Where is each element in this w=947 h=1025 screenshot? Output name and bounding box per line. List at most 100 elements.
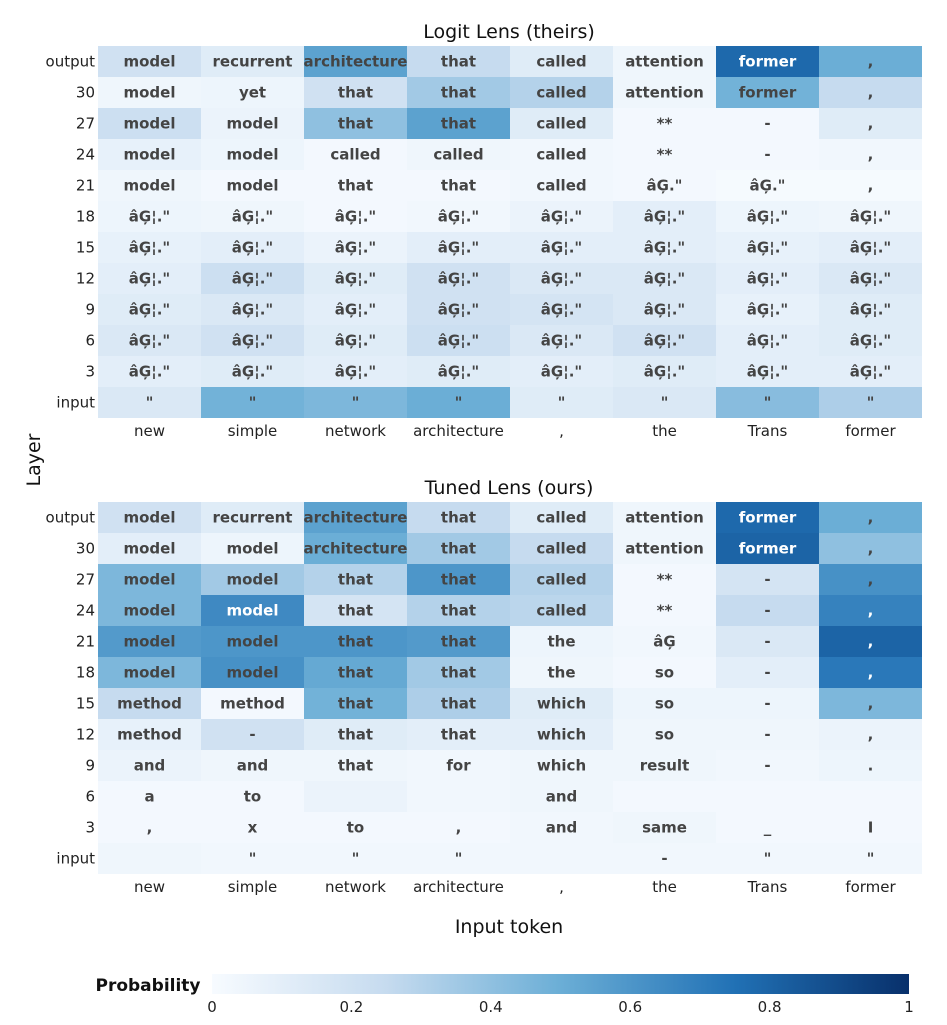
- heatmap-cell: [510, 46, 613, 77]
- heatmap-cell: [407, 170, 510, 201]
- heatmap-cell: [510, 170, 613, 201]
- cell-token: I: [868, 819, 874, 837]
- column-label: the: [652, 878, 677, 896]
- cell-token: recurrent: [213, 509, 293, 527]
- heatmap-cell: [304, 325, 407, 356]
- cell-token: which: [537, 695, 586, 713]
- panel-title: Logit Lens (theirs): [423, 21, 595, 43]
- heatmap-cell: [201, 170, 304, 201]
- heatmap-cell: [201, 626, 304, 657]
- heatmap-cell: [613, 626, 716, 657]
- cell-token: to: [347, 819, 364, 837]
- cell-token: model: [227, 571, 279, 589]
- cell-token: that: [441, 540, 476, 558]
- cell-token: âĢ¦.": [232, 208, 273, 226]
- heatmap-cell: [716, 263, 819, 294]
- heatmap-cell: [201, 46, 304, 77]
- cell-token: âĢ¦.": [438, 239, 479, 257]
- cell-token: âĢ¦.": [232, 363, 273, 381]
- heatmap-cell: [510, 108, 613, 139]
- heatmap-cell: [407, 843, 510, 874]
- heatmap-cell: [716, 502, 819, 533]
- heatmap-cell: [98, 77, 201, 108]
- cell-token: attention: [625, 540, 704, 558]
- heatmap-cell: [304, 657, 407, 688]
- cell-token: âĢ¦.": [541, 332, 582, 350]
- cell-token: âĢ¦.": [438, 270, 479, 288]
- heatmap-cell: [510, 533, 613, 564]
- cell-token: ,: [868, 509, 874, 527]
- heatmap-cell: [613, 843, 716, 874]
- cell-token: -: [249, 726, 255, 744]
- cell-token: called: [536, 177, 586, 195]
- heatmap-cell: [510, 750, 613, 781]
- cell-token: **: [657, 571, 673, 589]
- heatmap-cell: [819, 325, 922, 356]
- cell-token: ,: [868, 540, 874, 558]
- cell-token: method: [220, 695, 285, 713]
- heatmap-cell: [304, 387, 407, 418]
- cell-token: that: [441, 84, 476, 102]
- row-label: 12: [76, 726, 95, 744]
- heatmap-cell: [716, 843, 819, 874]
- heatmap-cell: [201, 688, 304, 719]
- cell-token: that: [338, 602, 373, 620]
- cell-token: âĢ¦.": [438, 332, 479, 350]
- cell-token: model: [124, 664, 176, 682]
- heatmap-cell: [510, 626, 613, 657]
- cell-token: âĢ¦.": [232, 301, 273, 319]
- heatmap-cell: [201, 201, 304, 232]
- cell-token: ": [867, 850, 875, 868]
- heatmap-cell: [304, 232, 407, 263]
- cell-token: ": [661, 394, 669, 412]
- heatmap-cell: [819, 812, 922, 843]
- heatmap-cell: [304, 533, 407, 564]
- heatmap-cell: [201, 77, 304, 108]
- heatmap-cell: [819, 356, 922, 387]
- cell-token: âĢ¦.": [438, 363, 479, 381]
- heatmap-cell: [407, 108, 510, 139]
- cell-token: recurrent: [213, 53, 293, 71]
- heatmap-cell: [304, 688, 407, 719]
- cell-token: yet: [239, 84, 266, 102]
- colorbar: Probability 0 0.2 0.4 0.6 0.8 1: [95, 974, 914, 1016]
- column-label: Trans: [747, 422, 788, 440]
- cell-token: the: [547, 664, 575, 682]
- heatmap-cell: [613, 387, 716, 418]
- heatmap-cell: [304, 564, 407, 595]
- heatmap-cell: [613, 564, 716, 595]
- cell-token: architecture: [304, 540, 408, 558]
- heatmap-cell: [613, 502, 716, 533]
- cell-token: that: [338, 695, 373, 713]
- heatmap-cell: [201, 843, 304, 874]
- column-label: network: [325, 878, 386, 896]
- heatmap-cell: [613, 657, 716, 688]
- cell-token: ,: [456, 819, 462, 837]
- cell-token: model: [227, 633, 279, 651]
- cell-token: âĢ¦.": [747, 239, 788, 257]
- cell-token: âĢ¦.": [747, 332, 788, 350]
- heatmap-cell: [819, 750, 922, 781]
- y-axis-label: Layer: [23, 433, 45, 486]
- heatmap-cell: [304, 595, 407, 626]
- heatmap-cell: [407, 325, 510, 356]
- heatmap-cell: [98, 502, 201, 533]
- heatmap-cell: [613, 263, 716, 294]
- cell-token: âĢ¦.": [541, 239, 582, 257]
- heatmap-cell: [407, 139, 510, 170]
- cell-token: the: [547, 633, 575, 651]
- column-label: network: [325, 422, 386, 440]
- cell-token: which: [537, 726, 586, 744]
- heatmap-cell: [510, 139, 613, 170]
- cell-token: ,: [868, 633, 874, 651]
- heatmap-cell: [716, 294, 819, 325]
- heatmap-cell: [98, 812, 201, 843]
- cell-token: -: [764, 602, 770, 620]
- heatmap-cell: [613, 108, 716, 139]
- heatmap-cell: [819, 294, 922, 325]
- heatmap-cell: [613, 170, 716, 201]
- cell-token: âĢ¦.": [850, 208, 891, 226]
- cell-token: called: [536, 571, 586, 589]
- heatmap-cell: [510, 657, 613, 688]
- heatmap-cell: [716, 657, 819, 688]
